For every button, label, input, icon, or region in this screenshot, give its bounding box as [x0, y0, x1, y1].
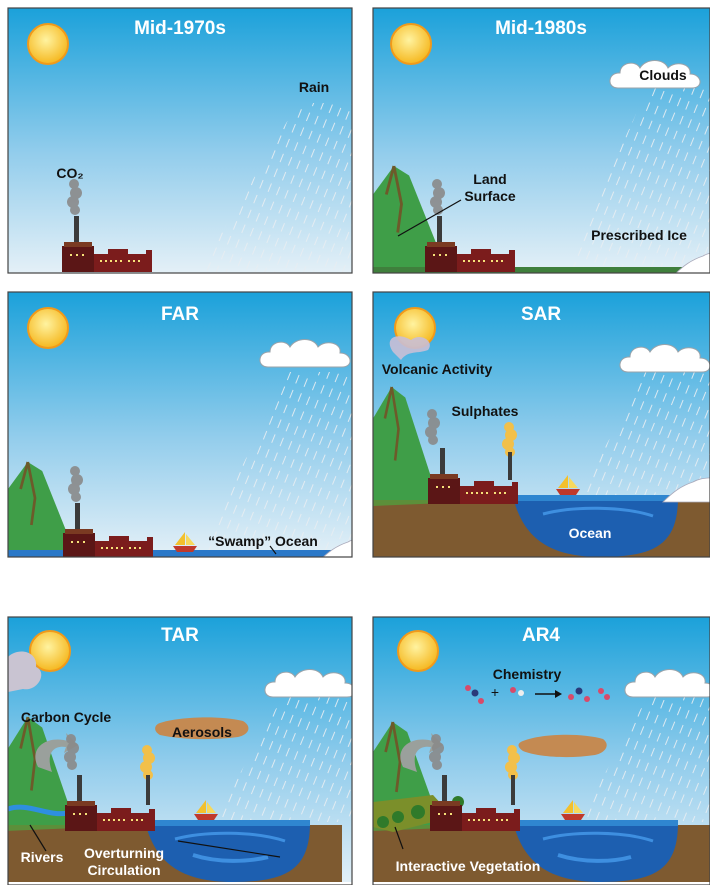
shape [389, 336, 430, 360]
shape [575, 687, 583, 695]
shape [372, 616, 710, 885]
shape [604, 694, 610, 700]
panel: + AR4 Chemistry Interactive Vegetation [372, 616, 710, 885]
group [8, 8, 352, 273]
text: + [491, 684, 499, 700]
panel: FAR “Swamp” Ocean [7, 291, 353, 558]
rain [198, 372, 352, 557]
rain [573, 367, 710, 507]
shape [192, 853, 269, 863]
shape [7, 291, 353, 558]
panel: Mid-1980s Clouds Land Surface Prescribed… [372, 7, 710, 274]
label: Ocean [569, 525, 612, 541]
shape [8, 550, 352, 557]
shape [555, 690, 562, 698]
shape [8, 804, 69, 817]
molecules: + [465, 684, 610, 704]
shape [372, 291, 710, 558]
rain [213, 687, 352, 822]
icon [27, 23, 69, 65]
shape [372, 7, 710, 274]
shape [394, 826, 404, 850]
shape [518, 734, 607, 758]
panel-title: FAR [161, 304, 199, 325]
shape [146, 775, 150, 805]
label: Sulphates [452, 403, 519, 419]
group [8, 292, 352, 557]
panel: Mid-1970s Rain CO₂ [7, 7, 353, 274]
panel-title: SAR [521, 304, 561, 325]
rain [578, 687, 710, 822]
icon [373, 818, 710, 882]
label: Clouds [639, 67, 687, 83]
icon [390, 23, 432, 65]
group [8, 617, 352, 882]
label: “Swamp” Ocean [208, 533, 318, 549]
shape [392, 811, 404, 823]
shape [7, 616, 353, 885]
rain [198, 103, 352, 273]
shape [508, 452, 512, 480]
shape [377, 816, 389, 828]
shape [35, 733, 78, 772]
rain [563, 88, 710, 273]
shape [518, 690, 524, 696]
label: Volcanic Activity [382, 361, 493, 377]
label: Prescribed Ice [591, 227, 687, 243]
panel: TAR Carbon Cycle Aerosols Rivers Overtur… [7, 616, 353, 885]
label: Interactive Vegetation [396, 858, 541, 874]
shape [510, 687, 516, 693]
icon [397, 630, 439, 672]
label: Land [473, 171, 506, 187]
shape [557, 853, 632, 863]
shape [598, 688, 604, 694]
shape [29, 824, 47, 852]
label: CO₂ [56, 165, 83, 181]
group [373, 8, 710, 273]
icon [27, 307, 69, 349]
label: Rivers [21, 849, 64, 865]
group: + [373, 617, 710, 882]
shape [373, 267, 710, 273]
shape [8, 651, 42, 692]
shape [7, 7, 353, 274]
shape [511, 775, 515, 805]
shape [400, 733, 443, 772]
icon [373, 493, 710, 557]
shape [471, 689, 479, 697]
label: Aerosols [172, 724, 232, 740]
shape [465, 685, 471, 691]
panel: SAR Volcanic Activity Sulphates Ocean [372, 291, 710, 558]
label: Circulation [87, 862, 160, 878]
label: Surface [464, 188, 516, 204]
shape [478, 698, 484, 704]
panel-title: Mid-1970s [134, 18, 226, 39]
label: Overturning [84, 845, 164, 861]
label: Carbon Cycle [21, 709, 111, 725]
panel-title: Mid-1980s [495, 18, 587, 39]
shape [568, 694, 574, 700]
shape [411, 805, 425, 819]
group [373, 292, 710, 557]
panel-title: AR4 [522, 625, 560, 646]
shape [269, 545, 277, 555]
shape [584, 696, 590, 702]
shape [155, 717, 249, 740]
shape [397, 199, 462, 237]
label: Chemistry [493, 666, 562, 682]
label: Rain [299, 79, 329, 95]
shape [177, 840, 281, 858]
panel-title: TAR [161, 625, 199, 646]
